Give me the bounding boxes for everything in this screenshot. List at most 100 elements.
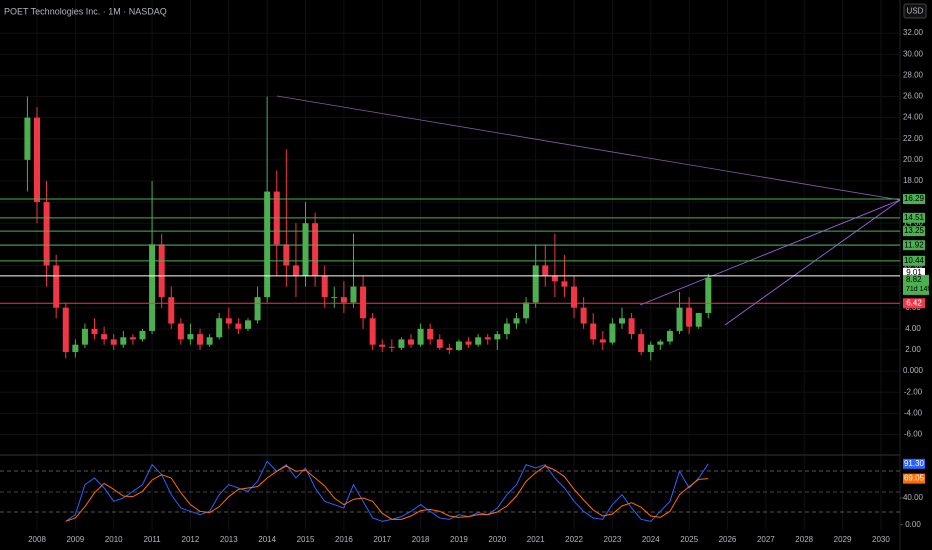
x-tick-label: 2011	[143, 535, 161, 544]
x-tick-label: 2008	[28, 535, 46, 544]
x-tick-label: 2018	[412, 535, 430, 544]
level-label: 6.42	[906, 298, 922, 307]
candle-body	[254, 297, 261, 321]
x-tick-label: 2016	[335, 535, 353, 544]
x-tick-label: 2012	[182, 535, 200, 544]
osc-line	[65, 460, 709, 522]
candle-body	[292, 265, 299, 277]
candle-body	[43, 202, 50, 266]
x-tick-label: 2021	[527, 535, 545, 544]
candle-body	[216, 318, 223, 338]
candle-body	[24, 117, 31, 160]
x-tick-label: 2010	[105, 535, 123, 544]
x-tick-label: 2028	[795, 535, 813, 544]
candle-body	[599, 339, 606, 343]
candle-body	[609, 323, 616, 343]
candle-body	[34, 117, 40, 203]
trend-line	[276, 95, 901, 201]
candle-body	[561, 281, 568, 287]
candle-body	[551, 276, 558, 282]
candle-body	[494, 334, 501, 340]
currency: USD	[907, 7, 924, 16]
candle-body	[523, 302, 530, 319]
candle-body	[455, 341, 462, 350]
candle-body	[302, 223, 309, 277]
y-tick-label: 22.00	[903, 134, 924, 143]
candle-body	[149, 244, 156, 331]
y-tick-label: 20.00	[903, 155, 924, 164]
candle-body	[72, 344, 79, 353]
candle-body	[532, 265, 539, 303]
x-tick-label: 2009	[66, 535, 84, 544]
candle-body	[53, 265, 60, 308]
candle-body	[101, 334, 108, 340]
candle-body	[206, 337, 213, 345]
candle-body	[81, 328, 88, 345]
candle-body	[321, 276, 328, 298]
candle-body	[139, 330, 146, 340]
chart-title: POET Technologies Inc. · 1M · NASDAQ	[4, 6, 167, 16]
candle-body	[110, 339, 117, 345]
y-tick-label: -4.00	[904, 408, 923, 417]
candle-body	[264, 191, 271, 298]
currency-box	[903, 3, 927, 19]
candle-body	[705, 277, 712, 313]
osc-last-value: 91.30	[904, 459, 925, 468]
candle-body	[657, 341, 664, 345]
x-tick-label: 2015	[297, 535, 315, 544]
x-tick-label: 2022	[565, 535, 583, 544]
level-label: 11.92	[904, 240, 924, 249]
candle-body	[312, 223, 319, 277]
x-tick-label: 2014	[258, 535, 276, 544]
candle-body	[158, 244, 165, 298]
x-tick-label: 2013	[220, 535, 238, 544]
candle-body	[542, 265, 549, 277]
candle-body	[120, 337, 127, 345]
candle-body	[408, 339, 415, 345]
candle-body	[446, 347, 453, 350]
countdown: 71d 14h	[906, 286, 931, 293]
candle-body	[580, 307, 587, 324]
level-label-box	[903, 194, 925, 205]
candle-body	[225, 318, 232, 324]
candle-body	[618, 318, 625, 324]
candle-body	[187, 334, 194, 340]
candle-body	[388, 346, 395, 348]
x-tick-label: 2026	[719, 535, 737, 544]
osc-tick-label: 40.00	[903, 493, 924, 502]
candle-body	[177, 323, 184, 340]
y-tick-label: 18.00	[903, 176, 924, 185]
level-label-box	[903, 226, 925, 237]
x-tick-label: 2017	[373, 535, 391, 544]
candle-body	[465, 341, 472, 345]
y-tick-label: 4.00	[905, 324, 921, 333]
x-tick-label: 2025	[680, 535, 698, 544]
level-label: 13.25	[904, 226, 925, 235]
y-tick-label: -6.00	[904, 430, 923, 439]
x-tick-label: 2029	[834, 535, 852, 544]
y-tick-label: 2.00	[905, 345, 921, 354]
candle-body	[369, 318, 376, 345]
y-tick-label: 32.00	[903, 28, 924, 37]
trend-line	[724, 199, 901, 326]
candle-body	[417, 328, 424, 345]
candle-body	[503, 323, 510, 335]
level-label-box	[903, 212, 925, 223]
y-tick-label: -2.00	[904, 387, 923, 396]
candle-body	[168, 297, 175, 324]
candle-body	[666, 330, 673, 342]
x-tick-label: 2020	[488, 535, 506, 544]
candle-body	[571, 286, 578, 308]
candle-body	[235, 323, 242, 329]
level-label-box	[903, 240, 925, 251]
candle-body	[360, 286, 367, 319]
candle-body	[628, 318, 635, 335]
x-tick-label: 2024	[642, 535, 660, 544]
candle-body	[686, 307, 693, 327]
candle-body	[436, 339, 443, 348]
candle-body	[197, 334, 204, 345]
candle-body	[340, 297, 347, 303]
x-tick-label: 2019	[450, 535, 468, 544]
candle-body	[91, 328, 98, 335]
